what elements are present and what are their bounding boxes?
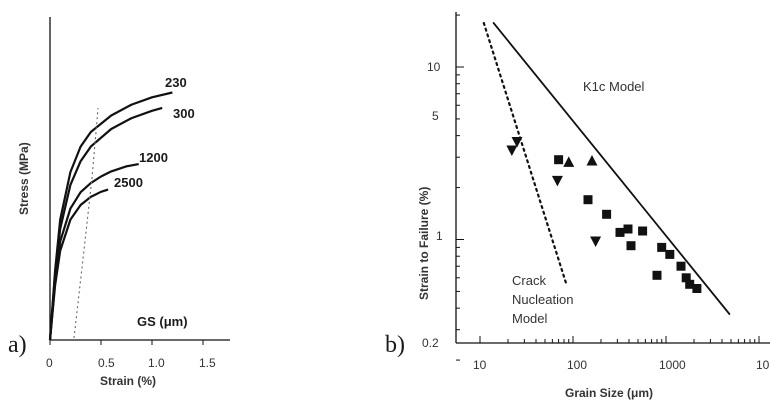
down-triangle-point [506, 145, 518, 157]
stress-curve-2500 [48, 188, 109, 341]
square-point [623, 224, 633, 234]
square-point [615, 227, 625, 237]
panel-a-dotted-line [73, 107, 99, 339]
panel-b-x-tick-10000: 10 [756, 358, 770, 372]
square-point [602, 209, 612, 219]
panel-b-y-label: Strain to Failure (%) [417, 187, 431, 300]
crack-model-label-line2: Nucleation [512, 292, 573, 307]
stress-curve-300 [48, 106, 163, 341]
up-triangle-point [586, 155, 598, 166]
square-point [692, 284, 702, 293]
panel-a-x-label: Strain (%) [100, 374, 156, 388]
crack-nucleation-model-line [482, 21, 568, 286]
square-point [652, 270, 662, 280]
k1c-model-line [492, 22, 731, 315]
panel-b-x-tick-100: 100 [567, 358, 587, 372]
square-point [676, 261, 686, 271]
panel-b-points [506, 136, 702, 293]
panel-a-x-tick-0: 0 [46, 356, 53, 370]
panel-b-x-tick-1000: 1000 [659, 358, 686, 372]
down-triangle-point [551, 175, 563, 187]
curve-label-230: 230 [165, 75, 187, 90]
square-point [638, 226, 648, 236]
panel-b-model-lines [482, 21, 731, 315]
curve-label-1200: 1200 [139, 150, 168, 165]
panel-a-y-label: Stress (MPa) [17, 142, 31, 215]
square-point [583, 195, 593, 205]
panel-a-x-tick-1: 0.5 [98, 356, 115, 370]
panel-b-y-tick-0-2: 0.2 [422, 336, 439, 350]
panel-b-y-tick-1: 1 [436, 229, 443, 243]
panel-b-y-tick-5: 5 [432, 109, 439, 123]
panel-b-x-label: Grain Size (μm) [565, 386, 653, 400]
panel-a: a) Stress (MPa) Strain (%) 0 0.5 1.0 1.5… [8, 17, 230, 388]
panel-b-y-tick-10: 10 [427, 60, 441, 74]
down-triangle-point [590, 236, 602, 248]
panel-a-legend-title: GS (μm) [137, 314, 188, 329]
square-point [657, 242, 667, 252]
panel-a-x-tick-2: 1.0 [148, 356, 165, 370]
panel-b-letter: b) [385, 332, 405, 358]
panel-b: b) 10 5 1 0.2 10 100 1000 10 Strain to F… [385, 12, 770, 400]
panel-a-x-tick-3: 1.5 [199, 356, 216, 370]
square-point [554, 155, 564, 165]
crack-model-label-line3: Model [512, 311, 548, 326]
square-point [685, 279, 695, 289]
panel-a-curves [48, 91, 204, 345]
panel-b-x-tick-10: 10 [473, 358, 487, 372]
curve-label-300: 300 [173, 106, 195, 121]
down-triangle-point [511, 136, 523, 148]
stress-curve-1200 [48, 163, 139, 341]
up-triangle-point [563, 156, 575, 167]
crack-model-label-line1: Crack [512, 273, 546, 288]
k1c-model-label: K1c Model [583, 79, 645, 94]
square-point [665, 249, 675, 259]
panel-a-letter: a) [8, 332, 27, 358]
panel-b-ticks [456, 14, 760, 361]
curve-label-2500: 2500 [114, 175, 143, 190]
square-point [681, 273, 691, 283]
square-point [626, 241, 636, 251]
